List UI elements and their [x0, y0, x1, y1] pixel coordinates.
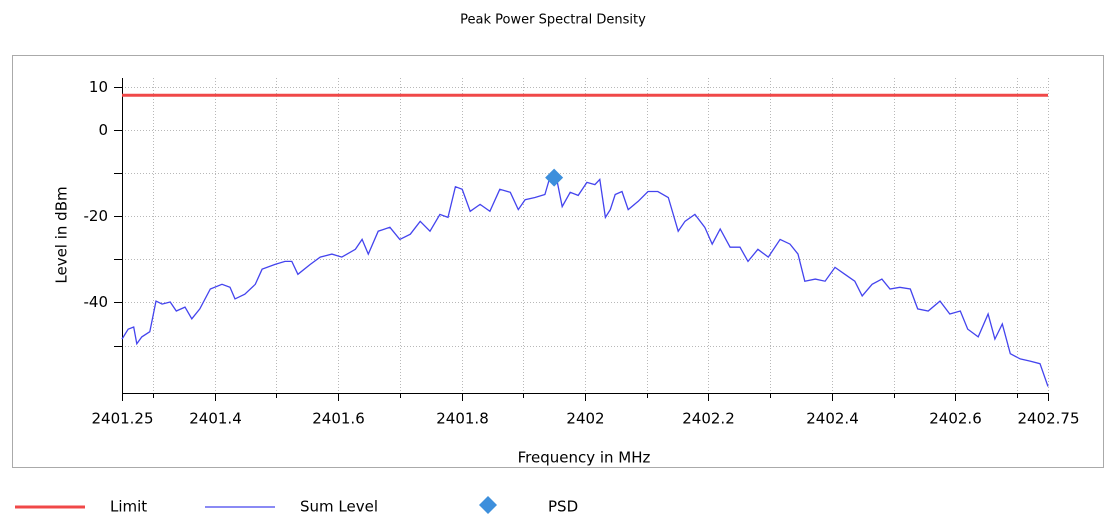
y-tick-label: -40 — [84, 293, 109, 311]
psd-marker — [545, 168, 564, 187]
legend-label: Limit — [110, 498, 147, 516]
chart-title: Peak Power Spectral Density — [460, 13, 646, 28]
chart-frame — [12, 55, 1104, 468]
y-tick-label: -20 — [84, 207, 109, 225]
x-tick-label: 2402.4 — [806, 410, 859, 428]
legend-swatch — [479, 496, 497, 514]
x-tick-label: 2402 — [566, 410, 604, 428]
x-tick-label: 2401.25 — [91, 410, 153, 428]
x-tick-label: 2402.75 — [1017, 410, 1079, 428]
x-tick-label: 2402.2 — [682, 410, 735, 428]
series-line — [121, 176, 1049, 387]
x-tick-label: 2401.4 — [189, 410, 242, 428]
x-tick-label: 2401.6 — [312, 410, 365, 428]
legend-label: PSD — [548, 498, 578, 516]
x-axis-label: Frequency in MHz — [518, 449, 651, 467]
y-tick-label: 0 — [98, 121, 108, 139]
x-tick-label: 2402.6 — [929, 410, 982, 428]
legend-label: Sum Level — [300, 498, 378, 516]
y-axis-label: Level in dBm — [53, 186, 71, 283]
x-tick-label: 2401.8 — [436, 410, 489, 428]
y-tick-label: 10 — [89, 78, 108, 96]
